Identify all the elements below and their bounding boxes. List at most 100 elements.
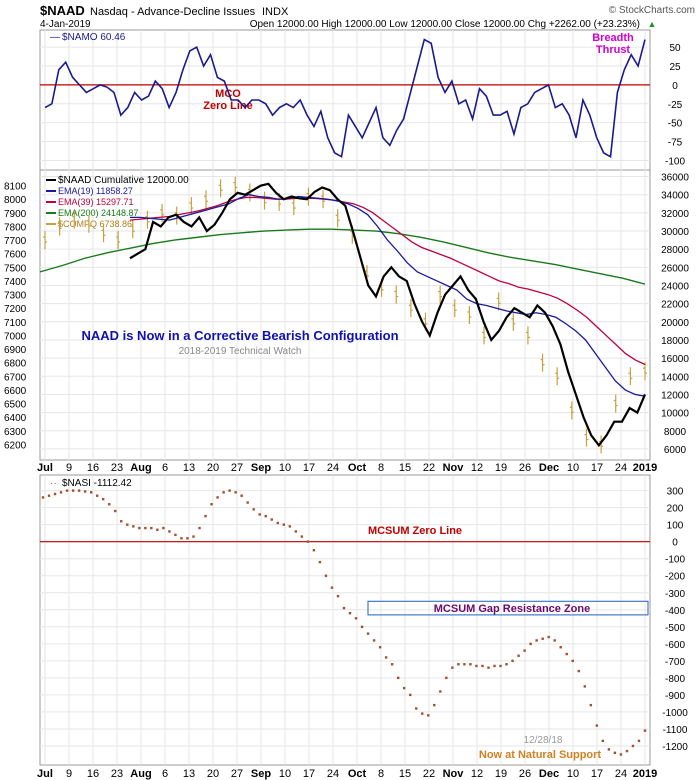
y-tick-label-left: 7400 [4, 277, 27, 288]
x-tick-label: Oct [348, 462, 367, 474]
y-tick-label: -800 [665, 674, 685, 685]
y-tick-label: -1200 [662, 742, 688, 753]
nasi-point [499, 664, 502, 668]
x-tick-label: Dec [539, 462, 559, 474]
y-tick-label-left: 8100 [4, 182, 27, 193]
nasi-point [192, 535, 195, 538]
nasi-point [643, 729, 647, 732]
y-tick-label: -900 [665, 691, 685, 702]
y-tick-label-left: 6500 [4, 400, 27, 411]
nasi-point [559, 646, 562, 649]
legend-entry: EMA(19) 11858.27 [58, 186, 133, 196]
nasi-point [354, 617, 358, 620]
y-tick-label: -700 [665, 657, 685, 668]
nasi-point [240, 494, 243, 497]
x-tick-label: 17 [591, 462, 603, 474]
x-tick-label: 23 [111, 462, 123, 474]
legend-entry: EMA(200) 24148.87 [58, 208, 139, 218]
nasi-legend: $NASI -1112.42 [62, 478, 132, 489]
grid-lines [40, 30, 650, 765]
breadth-thrust-label-2: Thrust [596, 44, 631, 56]
namo-legend: $NAMO 60.46 [62, 32, 126, 43]
y-tick-label-left: 8000 [4, 195, 27, 206]
x-tick-label: Nov [443, 768, 465, 780]
x-tick-label: 16 [87, 768, 99, 780]
y-tick-label: -75 [668, 138, 683, 149]
nasi-point [330, 586, 334, 589]
nasi-point [180, 537, 183, 540]
nasi-point [204, 514, 207, 518]
configuration-annotation: NAAD is Now in a Corrective Bearish Conf… [81, 328, 398, 343]
y-tick-label-right: 28000 [661, 245, 689, 256]
x-tick-label: 20 [207, 462, 219, 474]
y-tick-label-right: 6000 [664, 445, 687, 456]
nasi-point [288, 525, 292, 528]
nasi-point [613, 751, 617, 754]
nasi-point [252, 508, 255, 511]
nasi-point [47, 494, 51, 497]
x-tick-label: 2019 [633, 462, 657, 474]
nasi-point [523, 649, 526, 652]
x-tick-label: 24 [615, 768, 627, 780]
nasi-point [264, 514, 267, 518]
nasi-point [493, 664, 496, 668]
nasi-point [126, 523, 129, 526]
y-tick-label: 300 [667, 487, 684, 498]
y-tick-label: -600 [665, 640, 685, 651]
nasi-point [114, 509, 117, 513]
y-tick-label-left: 7600 [4, 250, 27, 261]
chart-symbol: $NAAD [40, 3, 85, 18]
x-tick-label: 24 [615, 462, 627, 474]
nasi-point [475, 664, 478, 668]
nasi-point [511, 659, 514, 663]
nasi-point [541, 637, 544, 640]
y-tick-label-right: 22000 [661, 300, 689, 311]
x-tick-label: 22 [423, 768, 435, 780]
nasi-point [270, 518, 273, 521]
y-tick-label-left: 6400 [4, 413, 27, 424]
y-tick-label-right: 24000 [661, 281, 689, 292]
nasi-point [324, 574, 328, 577]
y-tick-label: 0 [672, 81, 678, 92]
nasi-point [282, 523, 285, 526]
y-tick-label-left: 6200 [4, 440, 27, 451]
nasi-point [246, 501, 249, 504]
nasi-point [390, 663, 394, 666]
ema19-line [130, 194, 646, 397]
nasi-point [65, 489, 69, 492]
nasi-point [451, 666, 454, 669]
y-tick-label-right: 30000 [661, 227, 689, 238]
x-tick-label: Dec [539, 768, 559, 780]
nasi-point [234, 491, 237, 494]
y-tick-label: 200 [667, 504, 684, 515]
nasi-point [625, 749, 629, 753]
nasi-point [198, 526, 201, 530]
ema39-line [129, 196, 646, 366]
y-tick-label: -1100 [663, 725, 688, 736]
y-tick-label: 25 [669, 62, 681, 73]
y-tick-label: 50 [669, 43, 681, 54]
x-tick-label: Nov [443, 462, 465, 474]
y-tick-label-right: 18000 [661, 336, 689, 347]
summation-panel [39, 474, 651, 766]
x-tick-label: 27 [231, 768, 243, 780]
axis-labels: Jul Jul 9 9 16 16 23 23 Aug Aug 6 6 13 13 20 20 27 27 Sep S… [4, 43, 689, 780]
y-tick-label-left: 6800 [4, 359, 27, 370]
chart-ohlc: Open 12000.00 High 12000.00 Low 12000.00… [250, 19, 640, 30]
nasi-point [102, 497, 105, 501]
x-tick-label: Aug [130, 462, 151, 474]
y-tick-label-right: 12000 [661, 390, 689, 401]
naad-line [129, 182, 647, 448]
y-tick-label: -200 [665, 572, 685, 583]
x-tick-label: 10 [279, 768, 291, 780]
nasi-point [71, 489, 75, 492]
x-tick-label: 24 [327, 768, 339, 780]
legend-entry: $COMPQ 6738.86 [58, 219, 132, 229]
nasi-point [421, 712, 424, 715]
y-tick-label: -50 [668, 119, 683, 130]
nasi-point [487, 666, 490, 669]
x-tick-label: 8 [378, 768, 384, 780]
y-tick-label-left: 7200 [4, 304, 27, 315]
nasi-point [360, 625, 364, 629]
nasi-point [144, 526, 147, 530]
